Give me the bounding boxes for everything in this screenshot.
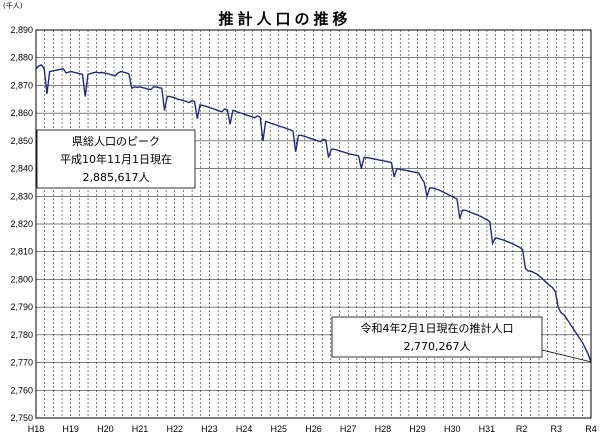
y-tick-label: 2,830 <box>10 191 33 201</box>
x-tick-label: H30 <box>444 424 461 434</box>
x-tick-label: H25 <box>271 424 288 434</box>
y-tick-label: 2,880 <box>10 53 33 63</box>
x-tick-label: R4 <box>585 424 597 434</box>
y-tick-label: 2,790 <box>10 302 33 312</box>
peak-annotation-line-3: 2,885,617人 <box>83 171 150 184</box>
y-tick-label: 2,820 <box>10 219 33 229</box>
y-tick-label: 2,800 <box>10 274 33 284</box>
y-tick-label: 2,870 <box>10 80 33 90</box>
y-tick-label: 2,850 <box>10 136 33 146</box>
y-tick-label: 2,770 <box>10 358 33 368</box>
x-tick-label: H31 <box>479 424 496 434</box>
x-tick-label: H29 <box>409 424 426 434</box>
y-tick-labels: 2,750 2,760 2,770 2,780 2,790 2,800 2,810 2,820… <box>10 25 33 423</box>
x-tick-label: H18 <box>28 424 45 434</box>
x-tick-label: H28 <box>375 424 392 434</box>
peak-annotation-line-1: 県総人口のピーク <box>72 134 160 148</box>
x-tick-label: R3 <box>551 424 563 434</box>
peak-annotation-line-2: 平成10年11月1日現在 <box>60 152 172 166</box>
y-tick-label: 2,810 <box>10 247 33 257</box>
current-annotation: 令和4年2月1日現在の推計人口 2,770,267人 <box>331 316 592 363</box>
x-tick-label: R2 <box>516 424 528 434</box>
x-tick-labels: H18 H19 H20 H21 H22 H23 H24 H25 H26 H27 H28 H29 H30 H… <box>28 424 597 434</box>
x-tick-label: H26 <box>305 424 322 434</box>
y-tick-label: 2,780 <box>10 330 33 340</box>
current-annotation-leader <box>541 349 592 363</box>
y-tick-label: 2,840 <box>10 164 33 174</box>
x-tick-label: H19 <box>62 424 79 434</box>
x-tick-label: H20 <box>97 424 114 434</box>
current-annotation-line-2: 2,770,267人 <box>404 340 471 353</box>
x-tick-label: H23 <box>201 424 218 434</box>
peak-annotation-box <box>36 129 196 189</box>
series-line <box>35 64 592 363</box>
y-axis-unit-label: (千人) <box>3 1 23 10</box>
peak-annotation: 県総人口のピーク 平成10年11月1日現在 2,885,617人 <box>36 129 196 189</box>
gridlines <box>36 29 591 419</box>
x-tick-label: H27 <box>340 424 357 434</box>
chart-title: 推計人口の推移 <box>218 10 351 28</box>
x-tick-label: H24 <box>236 424 253 434</box>
x-tick-label: H21 <box>132 424 149 434</box>
y-tick-label: 2,760 <box>10 385 33 395</box>
y-tick-label: 2,890 <box>10 25 33 35</box>
current-annotation-box <box>331 316 543 358</box>
plot-frame <box>35 29 592 419</box>
y-tick-label: 2,860 <box>10 108 33 118</box>
series-lines <box>35 64 592 363</box>
y-tick-label: 2,750 <box>10 413 33 423</box>
current-annotation-line-1: 令和4年2月1日現在の推計人口 <box>361 321 514 335</box>
x-tick-label: H22 <box>166 424 183 434</box>
